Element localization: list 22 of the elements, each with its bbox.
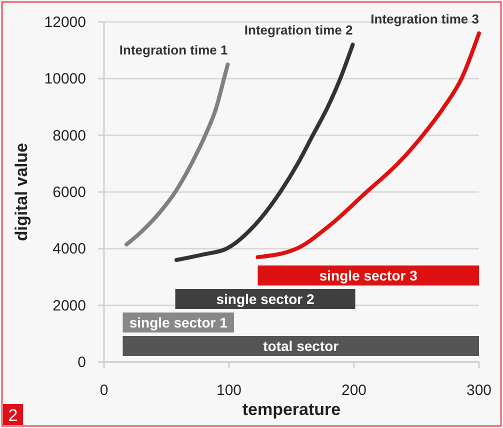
x-tick-label: 100 <box>216 382 242 399</box>
series-label: Integration time 2 <box>244 22 353 38</box>
y-tick-label: 2000 <box>52 297 86 314</box>
band-label: single sector 1 <box>129 314 228 330</box>
band-label: single sector 3 <box>319 268 418 284</box>
line-series <box>124 62 230 246</box>
band-label: total sector <box>263 338 340 354</box>
y-tick-label: 0 <box>78 354 86 371</box>
x-tick-label: 300 <box>466 382 492 399</box>
band-label: single sector 2 <box>216 291 314 307</box>
y-tick-label: 10000 <box>44 70 86 88</box>
y-axis-title: digital value <box>12 142 31 242</box>
y-tick-label: 12000 <box>44 14 86 31</box>
series-label: Integration time 3 <box>370 11 479 26</box>
y-tick-label: 6000 <box>52 184 86 201</box>
series-label: Integration time 1 <box>119 42 228 58</box>
y-tick-label: 4000 <box>52 240 86 258</box>
x-axis-title: temperature <box>242 400 341 419</box>
text: 2 <box>8 406 18 425</box>
x-tick-label: 200 <box>341 382 367 399</box>
x-tick-label: 0 <box>100 382 108 399</box>
y-tick-label: 8000 <box>52 127 86 144</box>
